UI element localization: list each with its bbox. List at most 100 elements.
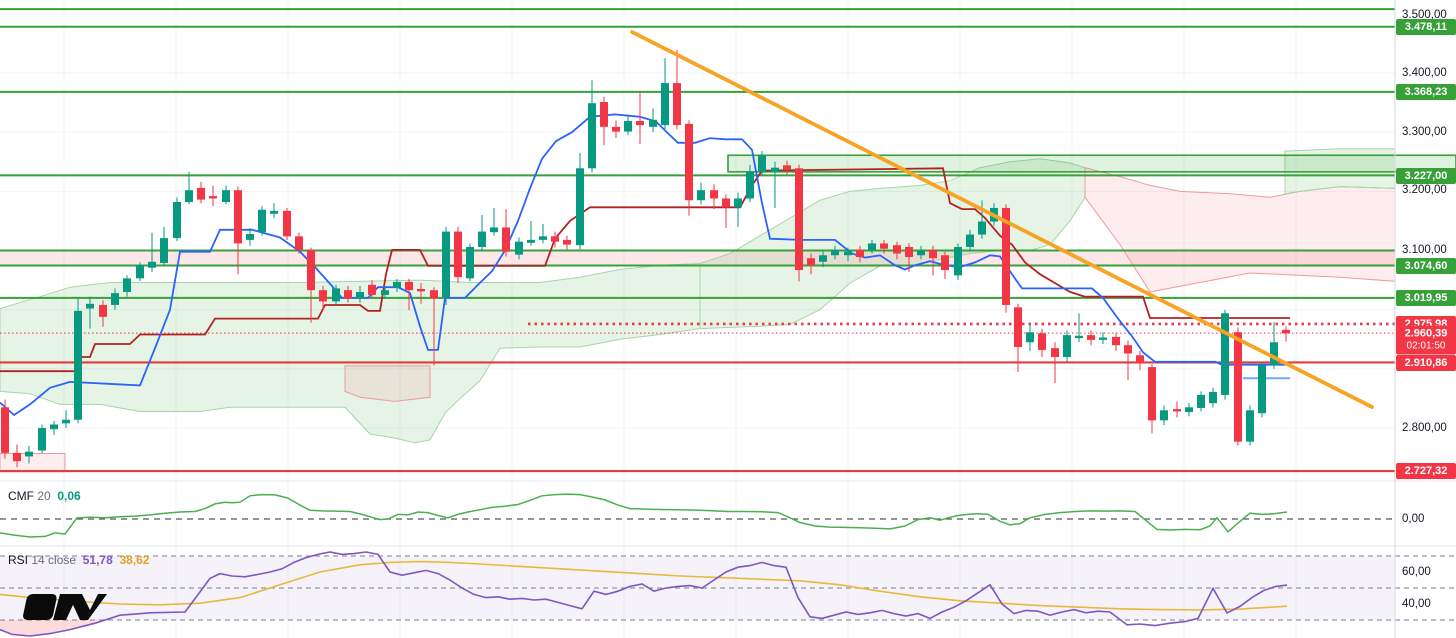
candle-body [13, 452, 21, 462]
candle-body [111, 293, 119, 305]
candle-body [50, 424, 58, 430]
candle-body [746, 171, 754, 199]
candle-body [185, 190, 193, 203]
price-level-badge[interactable]: 3.019,95 [1396, 290, 1456, 306]
candle-body [783, 165, 791, 171]
axis-price-label: 3.500,00 [1402, 9, 1447, 21]
candle-body [1258, 365, 1266, 414]
candle-body [929, 249, 937, 259]
candle-body [283, 210, 291, 237]
candle-body [356, 291, 364, 299]
cmf-line [0, 493, 1288, 538]
candle-body [381, 290, 389, 295]
supply-zone-rect[interactable] [727, 154, 1456, 173]
candle-body [1209, 391, 1217, 404]
candle-body [307, 249, 315, 291]
candle-body [917, 250, 925, 256]
candle-body [466, 246, 474, 279]
candle-body [442, 231, 450, 298]
candle-body [295, 236, 303, 250]
tradingview-logo[interactable] [20, 592, 112, 622]
candle-body [844, 251, 852, 256]
candle-body [123, 278, 131, 292]
candle-body [661, 83, 669, 126]
candle-body [62, 419, 70, 424]
candle-body [1270, 342, 1278, 366]
candle-body [234, 190, 242, 244]
descending-trendline[interactable] [630, 30, 1374, 409]
candle-body [966, 234, 974, 247]
ichimoku-cloud-green-mid [699, 158, 1086, 330]
price-level-badge[interactable]: 3.478,11 [1396, 19, 1456, 35]
candle-body [1221, 313, 1229, 395]
price-level-badge[interactable]: 2.910,86 [1396, 355, 1456, 371]
candle-body [893, 245, 901, 254]
cmf-param: 20 [37, 489, 51, 503]
cmf-indicator-label[interactable]: CMF 20 0,06 [8, 489, 81, 503]
candle-body [454, 231, 462, 278]
candle-body [710, 190, 718, 199]
candle-body [86, 303, 94, 309]
candle-body [905, 246, 913, 258]
candle-body [624, 120, 632, 132]
candle-body [978, 221, 986, 235]
price-level-badge[interactable]: 3.368,23 [1396, 84, 1456, 100]
price-level-badge[interactable]: 3.074,60 [1396, 258, 1456, 274]
candle-body [868, 243, 876, 250]
candle-body [515, 241, 523, 255]
candle-body [246, 233, 254, 240]
cloud-patch-pink-mid [344, 365, 431, 402]
candle-body [344, 290, 352, 299]
candle-body [941, 255, 949, 271]
candle-body [393, 281, 401, 288]
candle-body [197, 187, 205, 200]
candle-body [1014, 307, 1022, 347]
candle-body [25, 451, 33, 457]
candle-body [612, 126, 620, 132]
candle-body [807, 258, 815, 266]
candle-body [1063, 335, 1071, 358]
resistance-band [0, 250, 1395, 266]
kijun-line [0, 167, 1290, 373]
candle-body [685, 123, 693, 201]
candle-body [758, 155, 766, 172]
candle-body [222, 190, 230, 203]
candle-body [880, 243, 888, 249]
candle-body [673, 83, 681, 126]
candle-body [795, 168, 803, 271]
current-price-countdown-badge[interactable]: 2.960,39 02:01:50 [1396, 325, 1456, 355]
candle-body [734, 198, 742, 208]
candle-body [1124, 345, 1132, 354]
rsi-oversold-fill [0, 620, 108, 636]
candle-body [1234, 332, 1242, 442]
candle-body [74, 310, 82, 420]
candle-body [819, 255, 827, 262]
candle-body [1087, 335, 1095, 340]
rsi-indicator-label[interactable]: RSI 14 close 51,78 38,62 [8, 553, 149, 567]
candle-body [270, 210, 278, 214]
axis-price-label: 3.300,00 [1402, 126, 1447, 138]
candle-body [1246, 410, 1254, 442]
price-level-badge[interactable]: 3.227,00 [1396, 168, 1456, 184]
candle-body [1038, 333, 1046, 350]
candle-body [576, 168, 584, 246]
candle-body [99, 304, 107, 317]
axis-price-label: 3.200,00 [1402, 184, 1447, 196]
candle-body [636, 120, 644, 126]
candle-body [771, 167, 779, 172]
axis-price-label: 3.100,00 [1402, 244, 1447, 256]
price-level-badge[interactable]: 2.727,32 [1396, 463, 1456, 479]
rsi-ma-value: 38,62 [119, 553, 150, 567]
candle-body [600, 102, 608, 127]
candle-body [563, 239, 571, 245]
candle-body [527, 239, 535, 243]
candle-body [1099, 337, 1107, 340]
candle-body [539, 236, 547, 240]
candle-body [478, 231, 486, 247]
candle-body [209, 196, 217, 199]
cmf-title: CMF [8, 489, 34, 503]
axis-price-label: 0,00 [1402, 513, 1425, 525]
candle-body [258, 209, 266, 233]
